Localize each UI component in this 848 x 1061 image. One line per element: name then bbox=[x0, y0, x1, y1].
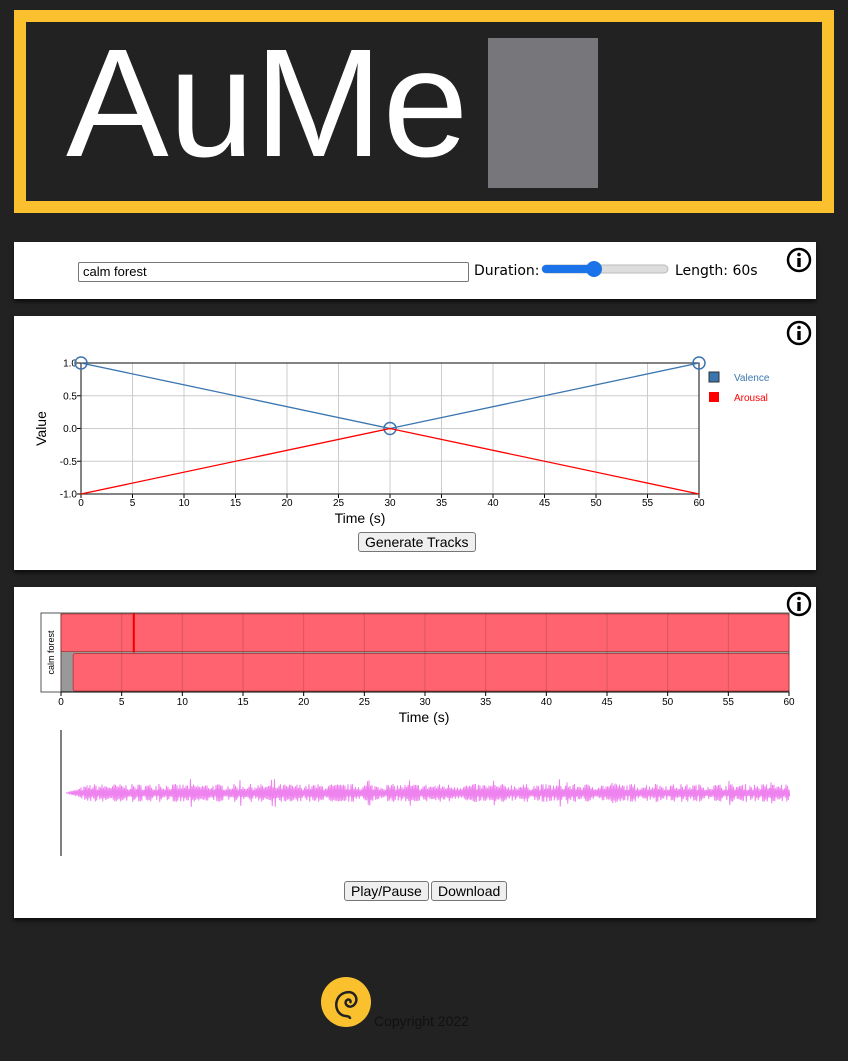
copyright: Copyright 2022 bbox=[374, 1013, 469, 1029]
x-tick-label: 0 bbox=[58, 697, 64, 708]
x-tick-label: 60 bbox=[693, 498, 705, 509]
duration-slider[interactable] bbox=[540, 260, 672, 278]
legend-label: Valence bbox=[734, 373, 770, 384]
legend-label: Arousal bbox=[734, 393, 768, 404]
y-tick-label: -1.0 bbox=[60, 490, 78, 501]
y-axis-label: Value bbox=[33, 411, 49, 446]
x-tick-label: 5 bbox=[130, 498, 136, 509]
track-label: calm forest bbox=[46, 630, 56, 675]
x-tick-label: 35 bbox=[480, 697, 492, 708]
x-tick-label: 55 bbox=[642, 498, 654, 509]
x-tick-label: 10 bbox=[178, 498, 190, 509]
x-tick-label: 60 bbox=[783, 697, 795, 708]
y-tick-label: 0.5 bbox=[63, 391, 77, 402]
x-tick-label: 40 bbox=[541, 697, 553, 708]
info-icon[interactable] bbox=[786, 247, 812, 273]
x-tick-label: 25 bbox=[359, 697, 371, 708]
x-tick-label: 50 bbox=[590, 498, 602, 509]
y-tick-label: 0.0 bbox=[63, 424, 77, 435]
y-tick-label: 1.0 bbox=[63, 359, 77, 370]
x-tick-label: 25 bbox=[333, 498, 345, 509]
x-tick-label: 30 bbox=[419, 697, 431, 708]
emotion-chart: 0 5 10 15 20 25 30 35 40 45 50 55 60 1.0 0.5 0.0 -0.5 -1.… bbox=[33, 356, 770, 526]
info-icon[interactable] bbox=[786, 320, 812, 346]
header-block bbox=[488, 38, 598, 188]
tracks-panel: calm forest 0 5 10 15 20 25 30 35 40 45 50 55 60 Time … bbox=[14, 587, 816, 918]
length-label: Length: 60s bbox=[675, 263, 758, 279]
x-tick-label: 20 bbox=[281, 498, 293, 509]
x-axis-label: Time (s) bbox=[335, 510, 386, 526]
track-segment bbox=[72, 653, 790, 692]
tracks-chart: calm forest 0 5 10 15 20 25 30 35 40 45 50 55 60 Time … bbox=[40, 612, 795, 856]
prompt-panel: calm forest Duration: Length: 60s bbox=[14, 242, 816, 299]
x-tick-label: 5 bbox=[119, 697, 125, 708]
point-handle bbox=[383, 421, 397, 436]
series-line bbox=[80, 427, 700, 495]
x-tick-label: 15 bbox=[230, 498, 242, 509]
app-title: AuMe bbox=[66, 17, 469, 189]
x-tick-label: 35 bbox=[436, 498, 448, 509]
waveform bbox=[66, 779, 791, 807]
point-handle bbox=[692, 356, 706, 370]
slider-thumb[interactable] bbox=[586, 261, 602, 277]
x-tick-label: 55 bbox=[723, 697, 735, 708]
x-tick-label: 50 bbox=[662, 697, 674, 708]
duration-label: Duration: bbox=[474, 263, 540, 279]
x-tick-label: 45 bbox=[601, 697, 613, 708]
download-button[interactable]: Download bbox=[431, 881, 508, 901]
generate-button[interactable]: Generate Tracks bbox=[358, 532, 476, 552]
play-pause-button[interactable]: Play/Pause bbox=[344, 881, 429, 901]
x-tick-label: 15 bbox=[237, 697, 249, 708]
logo bbox=[321, 977, 371, 1027]
info-icon[interactable] bbox=[786, 591, 812, 617]
x-tick-label: 40 bbox=[487, 498, 499, 509]
point-handle bbox=[74, 356, 88, 370]
track-segment bbox=[60, 613, 790, 652]
x-tick-label: 0 bbox=[78, 498, 84, 509]
legend-swatch bbox=[709, 392, 719, 402]
x-tick-label: 10 bbox=[177, 697, 189, 708]
y-tick-label: -0.5 bbox=[60, 457, 78, 468]
legend-swatch bbox=[708, 371, 720, 383]
x-tick-label: 45 bbox=[539, 498, 551, 509]
x-axis-label: Time (s) bbox=[399, 709, 450, 725]
x-tick-label: 30 bbox=[384, 498, 396, 509]
x-tick-label: 20 bbox=[298, 697, 310, 708]
slider-fill bbox=[542, 265, 596, 273]
emotion-panel: 0 5 10 15 20 25 30 35 40 45 50 55 60 1.0 0.5 0.0 -0.5 -1.… bbox=[14, 316, 816, 570]
prompt-input[interactable]: calm forest bbox=[78, 262, 469, 282]
header bbox=[14, 10, 834, 213]
plot-frame bbox=[80, 362, 700, 495]
